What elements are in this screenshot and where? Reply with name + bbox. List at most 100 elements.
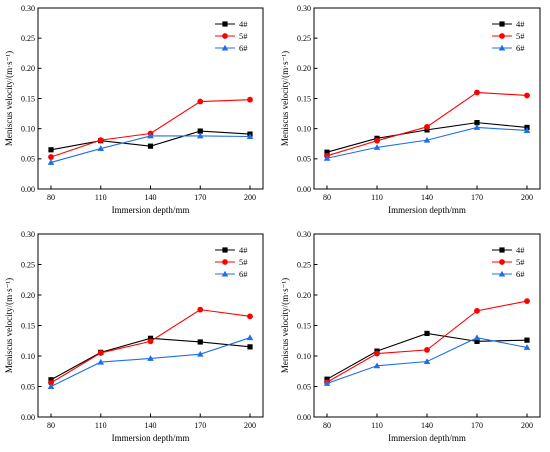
chart-panel-1: 0.00 0.05 0.10 0.15 0.20 0.25 0.30 80 110 140 170 2… — [4, 4, 264, 215]
series-line — [50, 337, 251, 387]
x-axis-label: Immersion depth/mm — [388, 205, 466, 215]
y-tick-label: 0.00 — [21, 185, 35, 194]
legend-label: 4# — [516, 19, 525, 29]
y-axis-label: Meniscus velocity/(m·s⁻¹) — [280, 51, 290, 146]
data-point — [424, 347, 430, 353]
y-tick-label: 0.15 — [297, 94, 311, 103]
y-tick-label: 0.15 — [297, 321, 311, 330]
y-tick-label: 0.30 — [297, 4, 311, 13]
data-point — [48, 379, 54, 386]
x-axis-label: Immersion depth/mm — [112, 205, 190, 215]
y-tick-label: 0.15 — [21, 321, 35, 330]
data-point — [97, 358, 105, 365]
data-point — [373, 144, 381, 150]
y-tick-label: 0.05 — [21, 155, 35, 164]
data-point — [424, 123, 430, 130]
x-tick-label: 170 — [194, 421, 206, 430]
data-point — [48, 154, 54, 160]
data-point — [197, 339, 203, 345]
y-tick-label: 0.25 — [297, 260, 311, 269]
legend-label: 5# — [239, 31, 248, 41]
legend-label: 4# — [239, 245, 248, 255]
y-axis-label: Meniscus velocity/(m·s⁻¹) — [4, 51, 14, 146]
legend-marker — [222, 33, 228, 39]
data-point — [147, 355, 154, 361]
legend-marker — [222, 21, 228, 27]
data-point — [197, 98, 204, 105]
legend-label: 4# — [239, 19, 248, 29]
series-5# — [48, 306, 253, 386]
y-axis-label: Meniscus velocity/(m·s⁻¹) — [280, 278, 290, 373]
data-point — [423, 136, 431, 143]
data-point — [523, 127, 531, 133]
y-tick-label: 0.15 — [21, 94, 35, 103]
y-tick-label: 0.30 — [21, 230, 35, 239]
data-point — [97, 350, 104, 356]
y-tick-label: 0.20 — [297, 291, 311, 300]
legend-label: 6# — [239, 43, 248, 53]
chart-panel-2: 0.00 0.05 0.10 0.15 0.20 0.25 0.30 80 110 140 170 2… — [280, 4, 541, 215]
legend-marker — [499, 259, 505, 265]
data-point — [474, 89, 480, 96]
chart-panel-3: 0.00 0.05 0.10 0.15 0.20 0.25 0.30 80 110 140 170 2… — [4, 230, 264, 443]
x-tick-label: 170 — [471, 421, 483, 430]
data-point — [47, 383, 55, 389]
data-point — [523, 344, 531, 350]
data-point — [474, 120, 480, 126]
data-point — [97, 137, 104, 144]
legend-label: 6# — [516, 269, 525, 279]
data-point — [147, 335, 154, 341]
legend: 4# 5# 6# — [215, 245, 248, 279]
x-tick-label: 140 — [145, 421, 157, 430]
y-axis-label: Meniscus velocity/(m·s⁻¹) — [4, 278, 14, 373]
x-tick-label: 140 — [421, 193, 433, 202]
y-tick-label: 0.00 — [297, 413, 311, 422]
data-point — [97, 145, 105, 152]
data-point — [247, 313, 253, 320]
series-5# — [48, 96, 253, 160]
x-tick-label: 80 — [323, 421, 331, 430]
data-point — [524, 92, 530, 99]
legend-label: 5# — [239, 257, 248, 267]
legend-marker — [221, 270, 229, 277]
x-tick-label: 110 — [95, 193, 107, 202]
y-tick-label: 0.30 — [21, 4, 35, 13]
y-tick-label: 0.10 — [21, 124, 35, 133]
x-tick-label: 80 — [47, 421, 55, 430]
data-point — [147, 132, 154, 139]
data-point — [47, 159, 55, 165]
data-point — [374, 350, 380, 357]
x-tick-label: 200 — [521, 421, 533, 430]
x-axis-label: Immersion depth/mm — [112, 433, 190, 443]
data-point — [473, 124, 481, 130]
y-tick-label: 0.10 — [297, 124, 311, 133]
data-point — [196, 132, 204, 139]
chart-panel-4: 0.00 0.05 0.10 0.15 0.20 0.25 0.30 80 110 140 170 2… — [280, 230, 541, 443]
data-point — [374, 137, 380, 144]
data-point — [247, 344, 253, 350]
legend-marker — [499, 33, 505, 39]
y-tick-label: 0.20 — [297, 64, 311, 73]
data-point — [246, 133, 254, 139]
data-point — [247, 96, 253, 103]
x-tick-label: 110 — [371, 193, 383, 202]
y-tick-label: 0.30 — [297, 230, 311, 239]
series-4# — [324, 330, 530, 382]
series-5# — [324, 298, 530, 386]
y-tick-label: 0.25 — [297, 34, 311, 43]
data-point — [424, 330, 430, 337]
legend: 4# 5# 6# — [492, 19, 525, 53]
legend-marker — [498, 270, 506, 277]
x-tick-label: 110 — [95, 421, 107, 430]
plot-frame — [313, 7, 541, 190]
data-point — [323, 154, 331, 161]
legend: 4# 5# 6# — [215, 19, 248, 53]
series-6# — [323, 124, 531, 161]
data-point — [196, 350, 204, 357]
data-point — [147, 143, 154, 149]
legend-marker — [221, 44, 229, 51]
data-point — [424, 127, 430, 133]
data-point — [324, 149, 330, 155]
legend-label: 6# — [516, 43, 525, 53]
